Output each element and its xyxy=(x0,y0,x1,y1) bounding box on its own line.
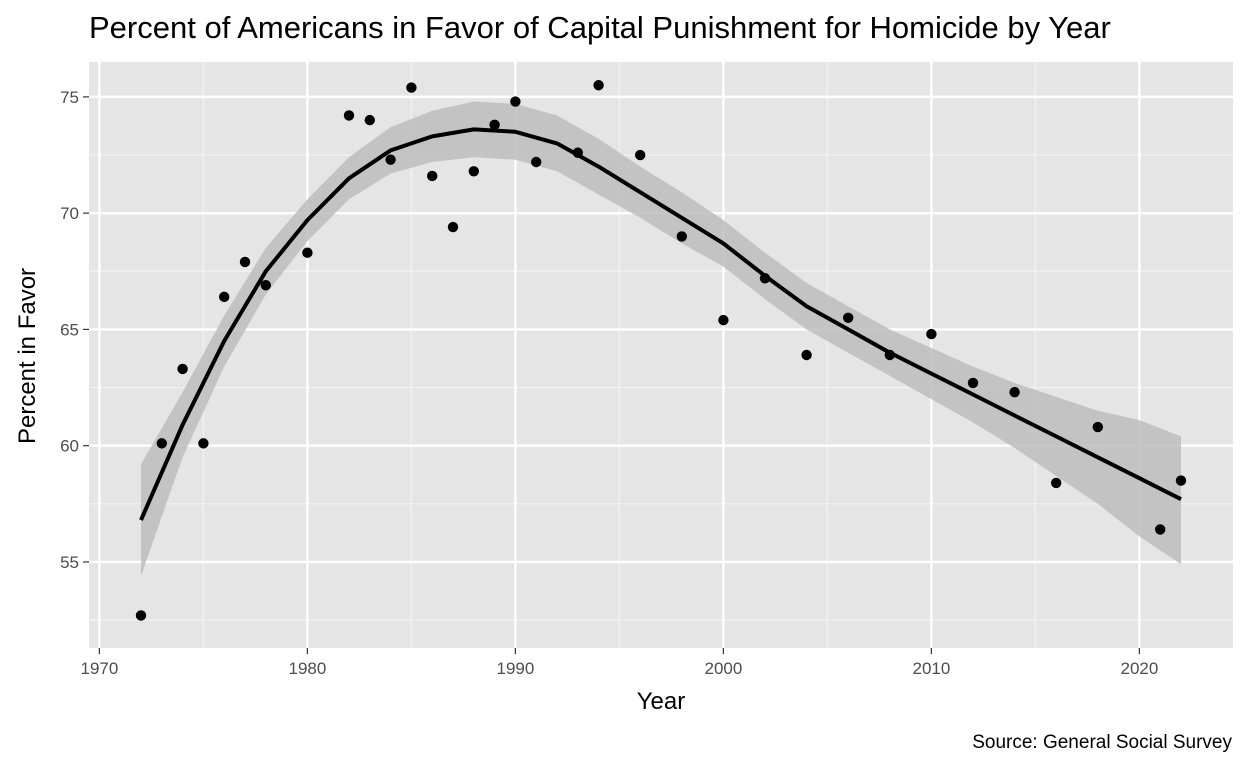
x-tick-label: 2020 xyxy=(1120,659,1158,678)
data-point xyxy=(385,154,396,165)
data-point xyxy=(926,328,937,340)
data-point xyxy=(676,231,687,242)
x-tick-label: 1970 xyxy=(80,659,118,678)
y-axis-title: Percent in Favor xyxy=(14,268,41,444)
plot-panel xyxy=(89,62,1233,648)
data-point xyxy=(510,96,521,107)
data-point xyxy=(531,156,542,168)
y-tick-label: 75 xyxy=(60,88,79,107)
confidence-band xyxy=(141,101,1181,576)
data-point xyxy=(198,438,209,449)
data-point xyxy=(1009,387,1020,398)
data-point xyxy=(593,80,604,91)
data-point xyxy=(427,170,438,182)
x-tick-label: 2000 xyxy=(704,659,742,678)
data-point xyxy=(489,119,500,130)
data-point xyxy=(177,363,188,375)
data-point xyxy=(239,256,251,268)
data-point xyxy=(843,312,854,323)
x-axis-title: Year xyxy=(637,688,686,715)
data-point xyxy=(343,110,355,121)
x-axis: 1970 1980 1990 2000 2010 2020 xyxy=(80,648,1158,678)
data-point xyxy=(635,149,646,161)
data-point xyxy=(447,221,459,233)
data-point xyxy=(302,247,313,258)
smooth-line xyxy=(139,127,1182,521)
data-point xyxy=(135,610,147,621)
data-point xyxy=(219,291,230,303)
x-tick-label: 2010 xyxy=(912,659,950,678)
data-point xyxy=(260,280,271,291)
data-point xyxy=(1155,524,1166,535)
x-tick-label: 1990 xyxy=(496,659,534,678)
y-axis: 55 60 65 70 75 xyxy=(60,88,89,572)
data-point xyxy=(801,349,812,361)
y-tick-label: 60 xyxy=(60,437,79,456)
data-point xyxy=(967,377,979,389)
x-tick-label: 1980 xyxy=(288,659,326,678)
y-tick-label: 65 xyxy=(60,320,79,339)
data-point xyxy=(718,314,729,326)
chart-title: Percent of Americans in Favor of Capital… xyxy=(89,10,1111,45)
data-point xyxy=(1051,477,1062,489)
data-point xyxy=(1175,475,1187,486)
y-tick-label: 55 xyxy=(60,553,79,572)
data-point xyxy=(406,82,417,93)
data-point xyxy=(468,166,479,177)
data-point xyxy=(156,438,167,449)
major-gridlines xyxy=(89,62,1233,648)
data-point xyxy=(1092,421,1104,433)
y-tick-label: 70 xyxy=(60,204,79,223)
data-point xyxy=(364,114,375,126)
source-caption: Source: General Social Survey xyxy=(972,732,1232,753)
